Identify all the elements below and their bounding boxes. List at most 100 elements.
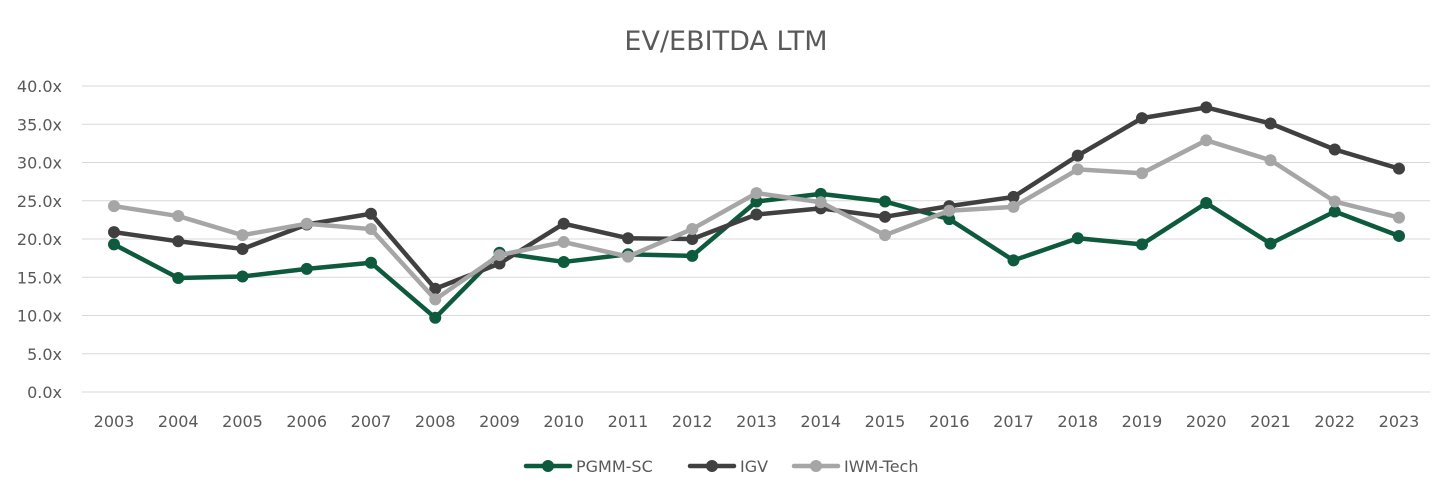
data-point <box>1136 112 1148 125</box>
legend-swatch-marker <box>542 460 554 472</box>
data-point <box>1264 117 1277 130</box>
y-tick-label: 35.0x <box>17 115 62 134</box>
x-tick-label: 2014 <box>800 412 841 431</box>
x-tick-label: 2013 <box>736 412 777 431</box>
data-point <box>879 229 891 242</box>
data-point <box>493 249 506 262</box>
data-point <box>1071 149 1084 162</box>
y-tick-label: 20.0x <box>17 230 62 249</box>
data-point <box>943 204 956 217</box>
data-point <box>300 262 313 275</box>
legend-swatch-marker <box>706 460 718 472</box>
data-point <box>172 210 185 223</box>
data-point <box>814 196 827 209</box>
x-tick-label: 2003 <box>94 412 135 431</box>
data-point <box>943 213 956 226</box>
data-point <box>1007 254 1020 267</box>
x-tick-label: 2016 <box>929 412 970 431</box>
legend-item: PGMM-SC <box>523 457 653 476</box>
data-point <box>1328 205 1341 218</box>
data-point <box>750 195 763 208</box>
data-point <box>879 195 891 208</box>
data-point <box>236 242 249 255</box>
data-point <box>557 255 570 268</box>
gridlines <box>82 85 1430 393</box>
y-tick-label: 40.0x <box>17 77 62 96</box>
x-tick-label: 2023 <box>1379 412 1420 431</box>
x-tick-label: 2021 <box>1250 412 1291 431</box>
series-iwm-tech <box>108 134 1405 306</box>
data-point <box>429 282 442 295</box>
data-point <box>1200 134 1213 147</box>
data-point <box>622 250 634 263</box>
data-point <box>879 210 891 223</box>
series-lines <box>108 101 1405 324</box>
data-point <box>172 272 185 285</box>
data-point <box>1071 163 1084 176</box>
data-point <box>557 217 570 230</box>
legend-label: IWM-Tech <box>844 457 918 476</box>
x-tick-label: 2020 <box>1186 412 1227 431</box>
x-tick-label: 2007 <box>351 412 392 431</box>
y-tick-label: 15.0x <box>17 268 62 287</box>
data-point <box>108 200 120 213</box>
chart-title: EV/EBITDA LTM <box>624 26 827 57</box>
y-axis-ticks: 0.0x 5.0x 10.0x 15.0x 20.0x 25.0x 30.0x 35.0x 40… <box>17 77 62 402</box>
data-point <box>1264 237 1277 250</box>
data-point <box>1393 211 1405 224</box>
x-axis-ticks: 2003 2004 2005 2006 2007 2008 2009 2010 2011 2012… <box>94 412 1420 431</box>
data-point <box>686 249 699 262</box>
data-point <box>686 233 699 245</box>
data-point <box>108 226 120 239</box>
legend-label: IGV <box>740 457 768 476</box>
data-point <box>493 257 506 270</box>
data-point <box>1393 162 1405 175</box>
data-point <box>365 223 377 236</box>
x-tick-label: 2005 <box>222 412 263 431</box>
data-point <box>365 256 377 269</box>
legend-item: IWM-Tech <box>791 457 918 476</box>
data-point <box>1007 190 1020 203</box>
x-tick-label: 2011 <box>608 412 649 431</box>
data-point <box>557 236 570 249</box>
data-point <box>108 238 120 251</box>
data-point <box>1200 101 1213 114</box>
data-point <box>1393 229 1405 242</box>
data-point <box>1328 143 1341 156</box>
x-tick-label: 2010 <box>543 412 584 431</box>
series-igv <box>108 101 1405 295</box>
data-point <box>686 223 699 236</box>
legend-label: PGMM-SC <box>576 457 653 476</box>
data-point <box>429 311 442 324</box>
data-point <box>1007 200 1020 213</box>
data-point <box>1136 238 1148 251</box>
data-point <box>236 270 249 283</box>
x-tick-label: 2015 <box>865 412 906 431</box>
data-point <box>814 187 827 200</box>
data-point <box>1200 197 1213 210</box>
legend: PGMM-SC IGV IWM-Tech <box>523 457 918 476</box>
x-tick-label: 2009 <box>479 412 520 431</box>
data-point <box>750 208 763 221</box>
y-tick-label: 30.0x <box>17 154 62 173</box>
x-tick-label: 2022 <box>1314 412 1355 431</box>
y-tick-label: 25.0x <box>17 192 62 211</box>
x-tick-label: 2018 <box>1057 412 1098 431</box>
data-point <box>1136 167 1148 180</box>
data-point <box>429 293 442 306</box>
data-point <box>750 187 763 200</box>
y-tick-label: 10.0x <box>17 307 62 326</box>
data-point <box>236 229 249 242</box>
data-point <box>1264 154 1277 167</box>
x-tick-label: 2006 <box>286 412 327 431</box>
x-tick-label: 2019 <box>1122 412 1163 431</box>
data-point <box>365 207 377 220</box>
x-tick-label: 2008 <box>415 412 456 431</box>
series-pgmm-sc <box>108 187 1405 324</box>
y-tick-label: 5.0x <box>27 345 62 364</box>
legend-swatch-marker <box>810 460 822 472</box>
x-tick-label: 2017 <box>993 412 1034 431</box>
data-point <box>300 217 313 230</box>
